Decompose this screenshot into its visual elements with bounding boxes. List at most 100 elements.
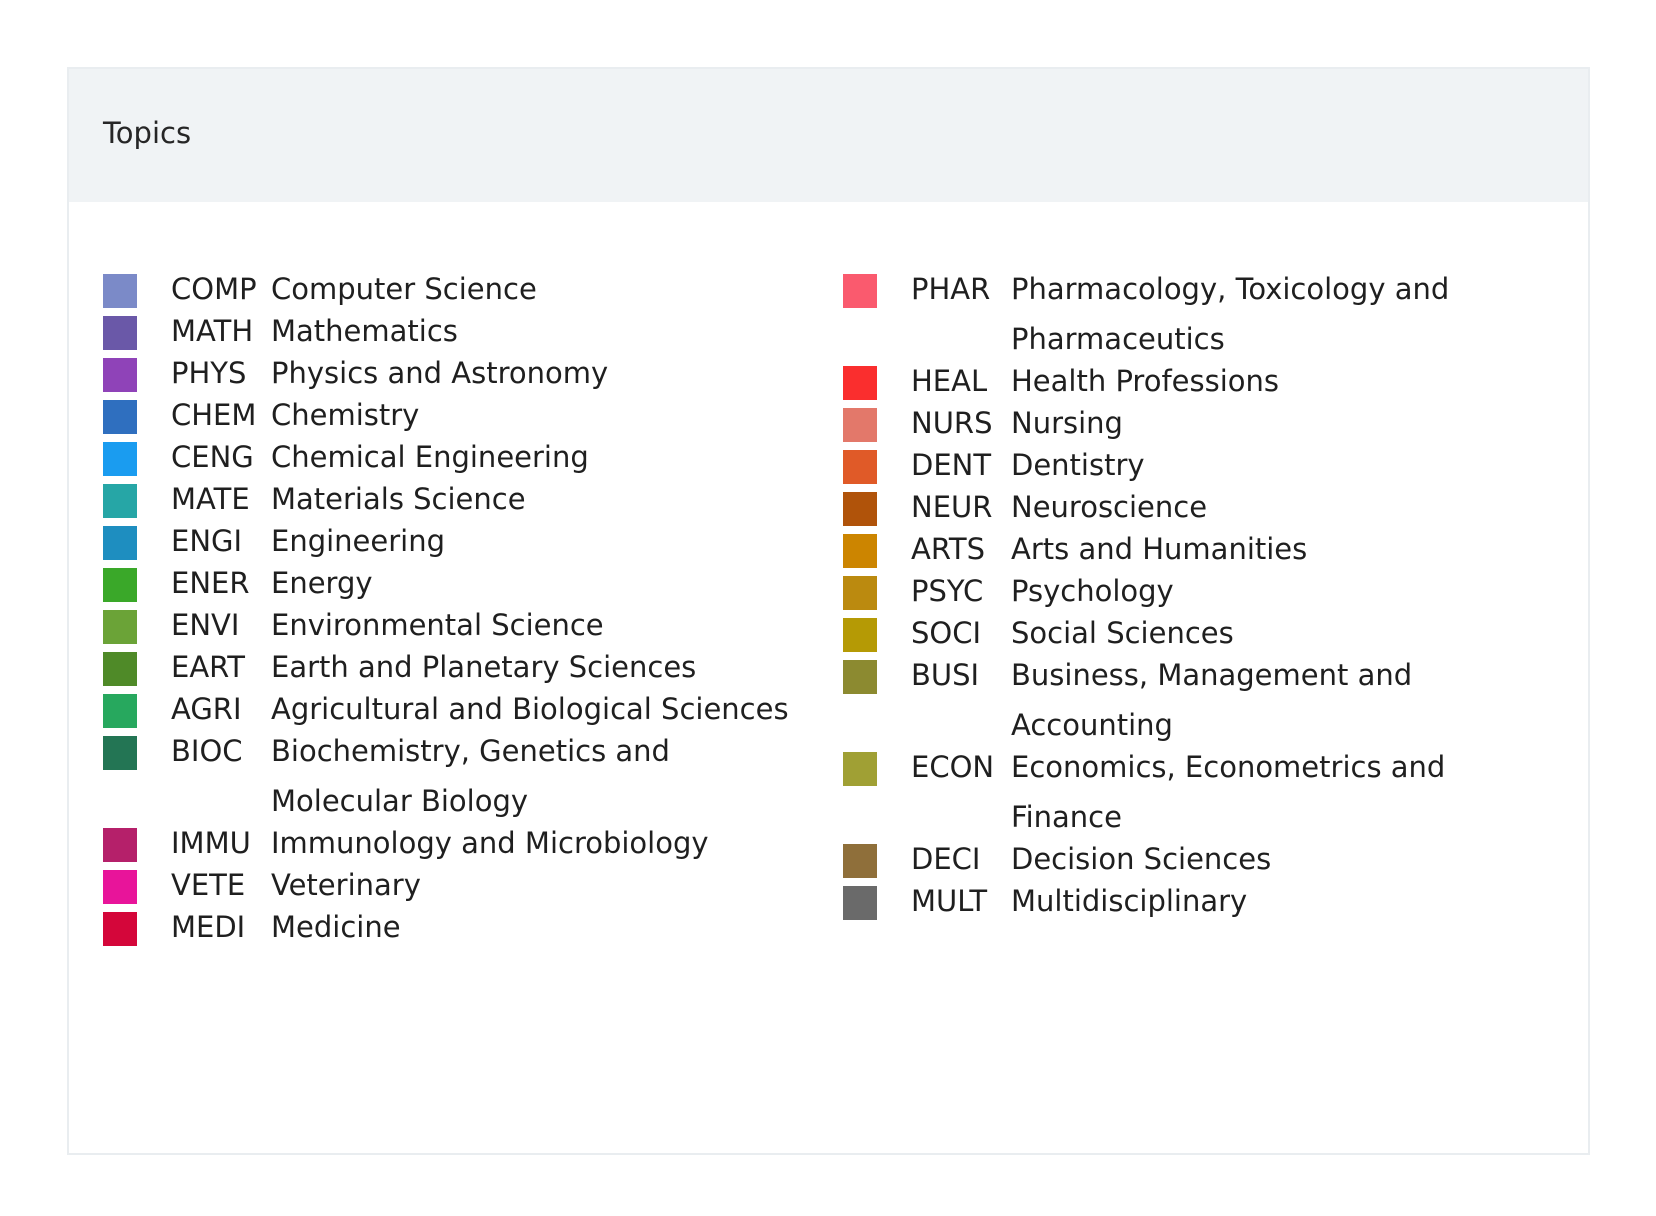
legend-item-bioc: BIOC Biochemistry, Genetics and Molecular… (103, 734, 843, 826)
topic-name: Mathematics (271, 314, 458, 348)
legend-item-dent: DENT Dentistry (843, 448, 1603, 490)
color-swatch (103, 610, 137, 644)
legend-item-chem: CHEM Chemistry (103, 398, 843, 440)
color-swatch (103, 652, 137, 686)
legend-item-math: MATH Mathematics (103, 314, 843, 356)
topic-code: CENG (171, 440, 254, 474)
topic-name: Computer Science (271, 272, 537, 306)
color-swatch (103, 274, 137, 308)
panel-title: Topics (103, 116, 192, 150)
color-swatch (103, 316, 137, 350)
legend-item-phar: PHAR Pharmacology, Toxicology and Pharmac… (843, 272, 1603, 364)
color-swatch (103, 484, 137, 518)
legend-item-immu: IMMU Immunology and Microbiology (103, 826, 843, 868)
color-swatch (843, 618, 877, 652)
topic-name: Biochemistry, Genetics and Molecular Bio… (271, 734, 670, 818)
legend-item-heal: HEAL Health Professions (843, 364, 1603, 406)
topic-code: ENER (171, 566, 250, 600)
color-swatch (103, 358, 137, 392)
legend-item-comp: COMP Computer Science (103, 272, 843, 314)
topic-name: Arts and Humanities (1011, 532, 1308, 566)
topics-panel: Topics COMP Computer Science MATH Mathemati… (67, 67, 1590, 1155)
legend-item-phys: PHYS Physics and Astronomy (103, 356, 843, 398)
topic-code: COMP (171, 272, 257, 306)
topic-code: DENT (911, 448, 992, 482)
topic-code: CHEM (171, 398, 257, 432)
legend-column-right: PHAR Pharmacology, Toxicology and Pharmac… (843, 272, 1603, 926)
legend-item-eart: EART Earth and Planetary Sciences (103, 650, 843, 692)
color-swatch (103, 400, 137, 434)
topic-name: Earth and Planetary Sciences (271, 650, 697, 684)
legend-item-nurs: NURS Nursing (843, 406, 1603, 448)
topic-name: Chemistry (271, 398, 420, 432)
color-swatch (843, 408, 877, 442)
topic-name: Physics and Astronomy (271, 356, 609, 390)
topic-code: MATE (171, 482, 250, 516)
topic-name: Psychology (1011, 574, 1174, 608)
topic-name: Dentistry (1011, 448, 1145, 482)
legend-item-soci: SOCI Social Sciences (843, 616, 1603, 658)
topic-name: Neuroscience (1011, 490, 1208, 524)
legend-item-envi: ENVI Environmental Science (103, 608, 843, 650)
color-swatch (103, 736, 137, 770)
legend-item-busi: BUSI Business, Management and Accounting (843, 658, 1603, 750)
topic-name: Pharmacology, Toxicology and Pharmaceuti… (1011, 272, 1450, 356)
topic-code: NURS (911, 406, 993, 440)
topic-code: NEUR (911, 490, 993, 524)
topic-code: ECON (911, 750, 995, 784)
legend-item-psyc: PSYC Psychology (843, 574, 1603, 616)
topic-name: Business, Management and Accounting (1011, 658, 1413, 742)
topic-name: Nursing (1011, 406, 1123, 440)
topic-code: MULT (911, 884, 988, 918)
legend-item-econ: ECON Economics, Econometrics and Finance (843, 750, 1603, 842)
topic-code: IMMU (171, 826, 251, 860)
color-swatch (843, 366, 877, 400)
color-swatch (103, 442, 137, 476)
panel-header: Topics (69, 69, 1588, 202)
topic-code: VETE (171, 868, 246, 902)
topic-name: Engineering (271, 524, 445, 558)
legend-item-mate: MATE Materials Science (103, 482, 843, 524)
legend-item-mult: MULT Multidisciplinary (843, 884, 1603, 926)
legend-item-vete: VETE Veterinary (103, 868, 843, 910)
color-swatch (843, 274, 877, 308)
topic-code: MATH (171, 314, 254, 348)
color-swatch (103, 526, 137, 560)
legend-column-left: COMP Computer Science MATH Mathematics PHYS P… (103, 272, 843, 952)
legend-item-ener: ENER Energy (103, 566, 843, 608)
color-swatch (103, 870, 137, 904)
color-swatch (103, 694, 137, 728)
color-swatch (843, 660, 877, 694)
topic-code: ARTS (911, 532, 986, 566)
topic-code: ENVI (171, 608, 240, 642)
topic-name: Chemical Engineering (271, 440, 589, 474)
topic-name: Multidisciplinary (1011, 884, 1248, 918)
topic-name: Veterinary (271, 868, 421, 902)
color-swatch (843, 576, 877, 610)
topic-code: SOCI (911, 616, 982, 650)
legend-item-arts: ARTS Arts and Humanities (843, 532, 1603, 574)
topic-code: PSYC (911, 574, 984, 608)
topic-code: BUSI (911, 658, 980, 692)
topic-name: Energy (271, 566, 373, 600)
color-swatch (843, 752, 877, 786)
color-swatch (103, 568, 137, 602)
color-swatch (843, 886, 877, 920)
topic-name: Decision Sciences (1011, 842, 1272, 876)
color-swatch (843, 450, 877, 484)
topic-name: Economics, Econometrics and Finance (1011, 750, 1446, 834)
legend-item-medi: MEDI Medicine (103, 910, 843, 952)
topic-name: Materials Science (271, 482, 526, 516)
topic-code: DECI (911, 842, 981, 876)
topic-name: Immunology and Microbiology (271, 826, 709, 860)
legend-item-agri: AGRI Agricultural and Biological Sciences (103, 692, 843, 734)
topic-name: Environmental Science (271, 608, 604, 642)
color-swatch (843, 534, 877, 568)
topic-name: Medicine (271, 910, 401, 944)
topic-code: ENGI (171, 524, 243, 558)
legend-item-engi: ENGI Engineering (103, 524, 843, 566)
topic-code: EART (171, 650, 245, 684)
topic-code: AGRI (171, 692, 242, 726)
topic-name: Social Sciences (1011, 616, 1234, 650)
topic-code: BIOC (171, 734, 243, 768)
